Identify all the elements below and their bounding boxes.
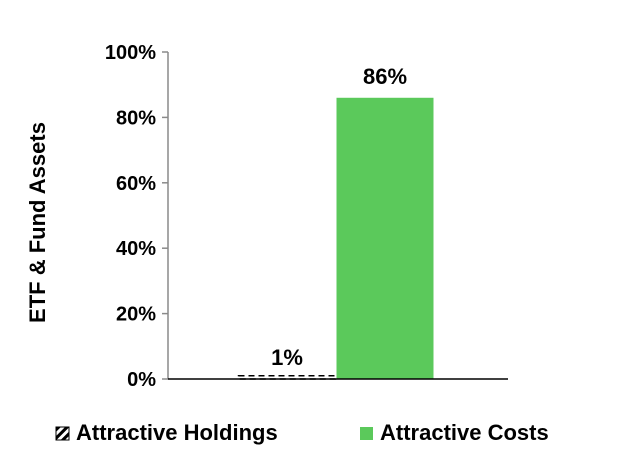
- legend: Attractive Holdings Attractive Costs: [55, 420, 549, 445]
- data-labels: 1% 86%: [271, 64, 407, 370]
- y-tick-label: 80%: [116, 107, 156, 129]
- legend-label-attractive-costs: Attractive Costs: [380, 420, 549, 445]
- y-axis-ticks: 0% 20% 40% 60% 80% 100%: [105, 42, 168, 391]
- legend-swatch-green: [360, 427, 373, 440]
- y-tick-label: 40%: [116, 238, 156, 260]
- y-axis-title: ETF & Fund Assets: [25, 122, 50, 323]
- y-tick-label: 60%: [116, 173, 156, 195]
- legend-label-attractive-holdings: Attractive Holdings: [76, 420, 278, 445]
- legend-swatch-hatched: [55, 426, 70, 441]
- data-label-attractive-costs: 86%: [363, 64, 407, 89]
- bars: [237, 97, 434, 380]
- y-tick-label: 100%: [105, 42, 156, 64]
- data-label-attractive-holdings: 1%: [271, 345, 303, 370]
- y-tick-label: 20%: [116, 304, 156, 326]
- bar-attractive-costs: [336, 97, 434, 379]
- y-tick-label: 0%: [127, 369, 156, 391]
